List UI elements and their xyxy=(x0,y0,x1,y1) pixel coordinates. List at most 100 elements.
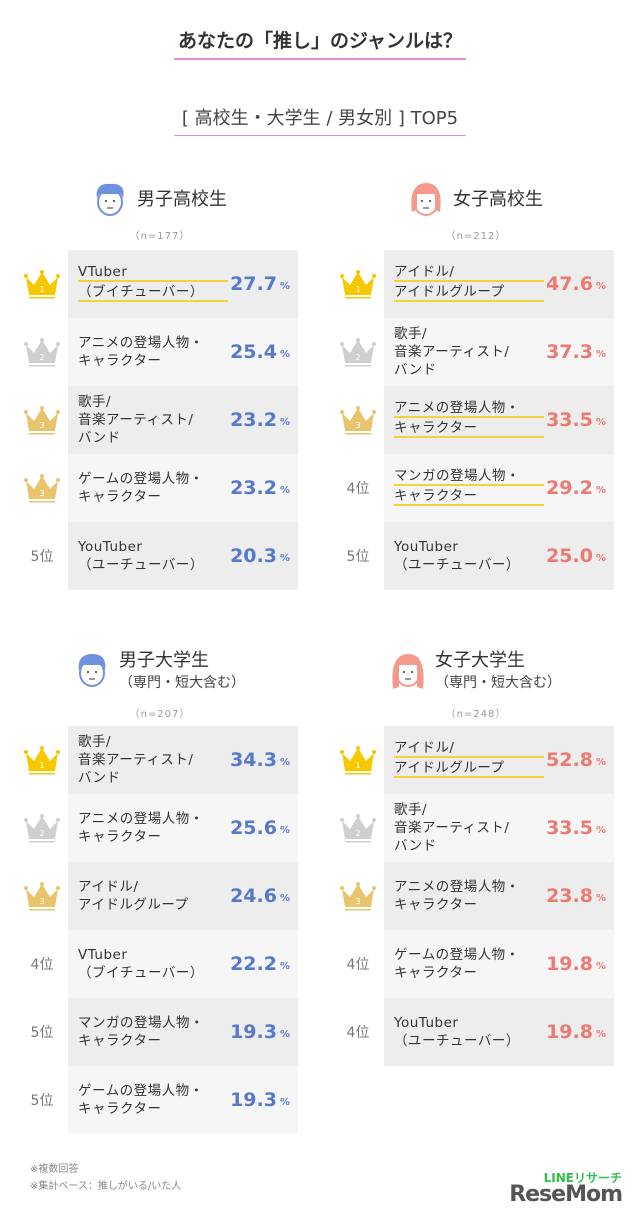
genre-line: マンガの登場人物・ xyxy=(78,1015,204,1031)
genre-line: 歌手/ xyxy=(78,734,112,750)
percent-sign: % xyxy=(595,757,606,768)
table-row: 5位 マンガの登場人物・ キャラクター 19.3% xyxy=(0,998,320,1066)
rank-badge: 2 xyxy=(22,318,62,386)
rank-badge: 3 xyxy=(338,862,378,930)
percent-number: 27.7 xyxy=(230,273,277,295)
crown-rank-number: 1 xyxy=(355,761,360,770)
table-row: 2 歌手/音楽アーティスト/バンド 37.3% xyxy=(316,318,636,386)
genre-line: （ブイチューバー） xyxy=(78,284,228,302)
genre-line: （ユーチューバー） xyxy=(78,557,204,573)
genre-line: YouTuber xyxy=(394,539,459,555)
percent-number: 47.6 xyxy=(546,273,593,295)
percent-value: 52.8% xyxy=(546,726,606,794)
crown-rank-number: 1 xyxy=(39,285,44,294)
genre-label: マンガの登場人物・ キャラクター xyxy=(394,454,544,522)
genre-line: 音楽アーティスト/ xyxy=(78,412,194,428)
genre-label: アイドル/アイドルグループ xyxy=(394,250,544,318)
genre-line: 音楽アーティスト/ xyxy=(394,820,510,836)
genre-label: ゲームの登場人物・ キャラクター xyxy=(78,1066,228,1134)
genre-line: ゲームの登場人物・ xyxy=(394,947,520,963)
rank-label: 5位 xyxy=(346,549,370,565)
table-row: 4位 マンガの登場人物・ キャラクター 29.2% xyxy=(316,454,636,522)
logo: LINEリサーチ ReseMom xyxy=(509,1171,623,1207)
row-background xyxy=(384,794,614,862)
subtitle-underline xyxy=(174,135,466,136)
group-title: 女子高校生 xyxy=(453,189,543,211)
group-title: 男子大学生 （専門・短大含む） xyxy=(119,650,245,692)
group-header: 女子大学生 （専門・短大含む） xyxy=(316,650,636,692)
silver-crown-icon: 2 xyxy=(340,338,376,367)
genre-line: 歌手/ xyxy=(394,802,428,818)
genre-line: ゲームの登場人物・ xyxy=(78,1083,204,1099)
row-background xyxy=(384,386,614,454)
percent-sign: % xyxy=(279,1097,290,1108)
rank-badge: 5位 xyxy=(22,1066,62,1134)
group-name: 女子高校生 xyxy=(453,189,543,210)
percent-value: 20.3% xyxy=(230,522,290,590)
percent-value: 33.5% xyxy=(546,386,606,454)
genre-label: アニメの登場人物・ キャラクター xyxy=(394,386,544,454)
genre-label: ゲームの登場人物・ キャラクター xyxy=(394,930,544,998)
percent-number: 19.3 xyxy=(230,1089,277,1111)
row-background xyxy=(68,726,298,794)
crown-rank-number: 3 xyxy=(355,897,360,906)
genre-line: キャラクター xyxy=(78,1101,162,1117)
percent-value: 22.2% xyxy=(230,930,290,998)
genre-line: バンド xyxy=(394,838,437,854)
rank-badge: 4位 xyxy=(22,930,62,998)
resemom-logo: ReseMom xyxy=(509,1182,623,1207)
percent-number: 29.2 xyxy=(546,477,593,499)
percent-number: 19.3 xyxy=(230,1021,277,1043)
table-row: 1 VTuber （ブイチューバー） 27.7% xyxy=(0,250,320,318)
percent-number: 23.8 xyxy=(546,885,593,907)
genre-line: キャラクター xyxy=(78,353,162,369)
percent-value: 23.2% xyxy=(230,454,290,522)
genre-line: バンド xyxy=(78,430,121,446)
genre-label: YouTuber （ユーチューバー） xyxy=(394,998,544,1066)
group-name: 女子大学生 xyxy=(435,650,525,671)
rank-badge: 5位 xyxy=(22,522,62,590)
rank-badge: 2 xyxy=(338,318,378,386)
rank-label: 5位 xyxy=(30,549,54,565)
rank-badge: 2 xyxy=(338,794,378,862)
genre-line: キャラクター xyxy=(78,489,162,505)
table-row: 4位 ゲームの登場人物・ キャラクター 19.8% xyxy=(316,930,636,998)
row-background xyxy=(68,1066,298,1134)
genre-label: アニメの登場人物・ キャラクター xyxy=(394,862,544,930)
crown-rank-number: 2 xyxy=(39,353,44,362)
genre-line: アニメの登場人物・ xyxy=(394,879,520,895)
bronze-crown-icon: 3 xyxy=(340,406,376,435)
group-header: 男子高校生 xyxy=(0,182,320,218)
rank-label: 4位 xyxy=(346,957,370,973)
genre-label: 歌手/音楽アーティスト/バンド xyxy=(78,386,228,454)
genre-label: アニメの登場人物・ キャラクター xyxy=(78,794,228,862)
footnote-base: ※集計ベース：推しがいる/いた人 xyxy=(30,1181,182,1192)
genre-line: アニメの登場人物・ xyxy=(78,335,204,351)
gold-crown-icon: 1 xyxy=(24,270,60,299)
line-research-logo: LINEリサーチ xyxy=(543,1171,622,1185)
percent-sign: % xyxy=(279,485,290,496)
rank-label: 4位 xyxy=(346,1025,370,1041)
genre-line: キャラクター xyxy=(394,488,544,506)
percent-sign: % xyxy=(279,1029,290,1040)
percent-number: 23.2 xyxy=(230,409,277,431)
table-row: 5位 YouTuber （ユーチューバー） 20.3% xyxy=(0,522,320,590)
row-background xyxy=(384,250,614,318)
crown-rank-number: 3 xyxy=(39,897,44,906)
genre-line: アイドル/ xyxy=(394,264,544,282)
percent-sign: % xyxy=(279,349,290,360)
table-row: 3 ゲームの登場人物・ キャラクター 23.2% xyxy=(0,454,320,522)
genre-line: アニメの登場人物・ xyxy=(78,811,204,827)
percent-number: 52.8 xyxy=(546,749,593,771)
group-name: 男子高校生 xyxy=(137,189,227,210)
table-row: 1 アイドル/アイドルグループ 52.8% xyxy=(316,726,636,794)
genre-line: マンガの登場人物・ xyxy=(394,468,544,486)
percent-number: 24.6 xyxy=(230,885,277,907)
row-background xyxy=(68,386,298,454)
genre-label: マンガの登場人物・ キャラクター xyxy=(78,998,228,1066)
bronze-crown-icon: 3 xyxy=(24,882,60,911)
silver-crown-icon: 2 xyxy=(24,338,60,367)
group-header: 女子高校生 xyxy=(316,182,636,218)
silver-crown-icon: 2 xyxy=(340,814,376,843)
row-background xyxy=(384,454,614,522)
